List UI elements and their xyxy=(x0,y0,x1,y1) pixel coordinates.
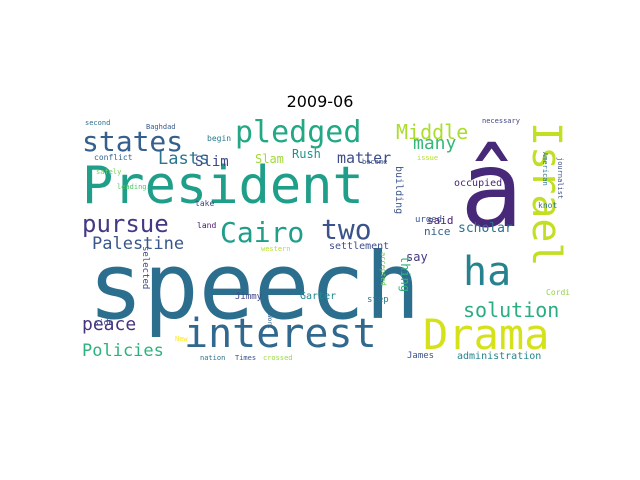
word-pursue: pursue xyxy=(82,210,169,238)
word-solution: solution xyxy=(463,298,560,322)
word-american: American xyxy=(541,152,549,186)
word-times: Times xyxy=(235,354,257,362)
word-settlement: settlement xyxy=(329,241,390,252)
word-conflict: conflict xyxy=(94,153,133,162)
word-many: many xyxy=(413,133,457,154)
word-israel: Israel xyxy=(523,122,569,267)
word-said: said xyxy=(427,214,454,227)
word-accepted: accepted xyxy=(379,252,387,286)
word-drama: Drama xyxy=(423,310,550,359)
word-slim: Slim xyxy=(195,154,229,170)
word-land: land xyxy=(197,221,217,230)
word-second: second xyxy=(85,119,111,127)
word-western: western xyxy=(261,245,291,253)
word-safely: safely xyxy=(96,168,122,176)
word-nation: nation xyxy=(200,354,226,362)
word-cloud: speech President â interest Drama Israel pledg… xyxy=(80,118,570,364)
word-scholar: scholar xyxy=(458,221,513,236)
word-two: two xyxy=(321,213,372,246)
word-issue: issue xyxy=(417,154,439,162)
word-james: James xyxy=(407,351,435,361)
word-step: step xyxy=(367,295,389,305)
word-rush: Rush xyxy=(292,147,321,161)
word-garter: Garter xyxy=(300,291,337,302)
word-journalist: journalist xyxy=(556,157,564,200)
word-side: side xyxy=(94,318,114,327)
word-ha: ha xyxy=(463,249,512,295)
word-jimmy: Jimmy xyxy=(235,292,263,302)
word-necessary: necessary xyxy=(482,118,520,125)
word-selected: selected xyxy=(140,246,150,290)
word-thing: thing xyxy=(398,256,412,293)
word-become: become xyxy=(362,158,388,166)
word-cairo: Cairo xyxy=(220,216,305,249)
word-states: states xyxy=(82,125,184,158)
word-new: New xyxy=(175,335,188,343)
word-slam: Slam xyxy=(255,152,284,166)
word-glyph: â xyxy=(460,129,524,251)
word-pledged: pledged xyxy=(235,118,362,150)
word-leading: leading xyxy=(117,183,147,191)
word-palestine: Palestine xyxy=(92,234,185,254)
word-interest: interest xyxy=(184,311,377,357)
word-cordial: Cordial xyxy=(546,288,570,297)
word-baghdad: Baghdad xyxy=(146,123,176,131)
word-building: building xyxy=(393,166,404,215)
word-peace: peace xyxy=(82,314,137,335)
word-take: take xyxy=(195,199,215,208)
word-matter: matter xyxy=(337,149,392,167)
word-nice: nice xyxy=(424,225,451,238)
word-work: Work xyxy=(266,314,273,329)
word-knot: knot xyxy=(538,201,558,210)
word-administration: administration xyxy=(457,351,542,362)
word-middle: Middle xyxy=(396,120,469,144)
word-president: President xyxy=(82,156,364,216)
word-urged: urged xyxy=(415,215,443,225)
word-speech: speech xyxy=(88,233,421,340)
word-say: say xyxy=(406,250,428,264)
word-policies: Policies xyxy=(82,341,164,361)
word-begin: begin xyxy=(207,134,232,143)
word-lasts: Lasts xyxy=(158,149,210,169)
chart-title: 2009-06 xyxy=(286,92,354,111)
word-occupied: occupied xyxy=(454,178,503,189)
word-crossed: crossed xyxy=(263,354,293,362)
